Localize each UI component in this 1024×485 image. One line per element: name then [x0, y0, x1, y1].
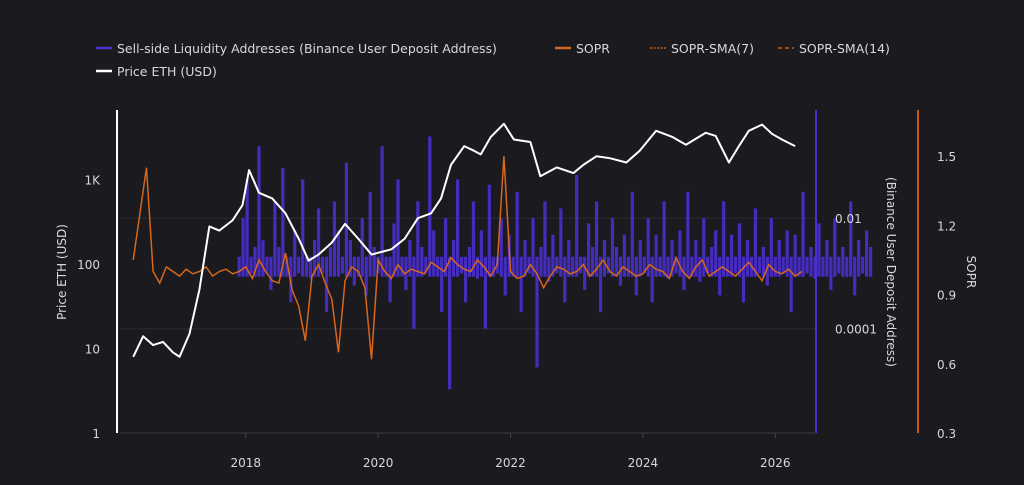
- legend: Sell-side Liquidity Addresses (Binance U…: [96, 41, 890, 79]
- sopr-series: [132, 156, 803, 360]
- mid-tick-label: 0.0001: [835, 323, 877, 337]
- legend-label-2: SOPR-SMA(7): [671, 41, 754, 56]
- legend-label-3: SOPR-SMA(14): [799, 41, 890, 56]
- legend-label-1: SOPR: [576, 41, 610, 56]
- axes: 0.0001 0.01 1 10 100 1K 0.3 0.6 0.9 1.2 1.5 2018 202…: [55, 110, 978, 470]
- right-axis-title: SOPR: [964, 256, 978, 289]
- left-tick-label: 1K: [84, 174, 101, 188]
- x-tick-label: 2026: [760, 456, 791, 470]
- mid-axis-title: (Binance User Deposit Address): [884, 177, 898, 367]
- legend-label-0: Sell-side Liquidity Addresses (Binance U…: [117, 41, 497, 56]
- x-tick-label: 2018: [230, 456, 261, 470]
- legend-label-4: Price ETH (USD): [117, 64, 217, 79]
- sopr-line: [132, 156, 803, 360]
- mid-tick-label: 0.01: [835, 212, 862, 226]
- liquidity-series: [237, 136, 873, 390]
- left-tick-label: 100: [77, 258, 100, 272]
- right-tick-label: 1.2: [937, 219, 956, 233]
- left-tick-label: 1: [92, 427, 100, 441]
- right-tick-label: 1.5: [937, 150, 956, 164]
- x-tick-label: 2022: [495, 456, 526, 470]
- right-tick-label: 0.9: [937, 289, 956, 303]
- grid: [120, 217, 815, 330]
- left-tick-label: 10: [85, 343, 100, 357]
- left-axis-title: Price ETH (USD): [55, 224, 69, 320]
- right-tick-label: 0.6: [937, 358, 956, 372]
- x-tick-label: 2020: [363, 456, 394, 470]
- price-series: [132, 122, 796, 358]
- right-tick-label: 0.3: [937, 427, 956, 441]
- price-line: [132, 122, 796, 358]
- x-tick-label: 2024: [628, 456, 659, 470]
